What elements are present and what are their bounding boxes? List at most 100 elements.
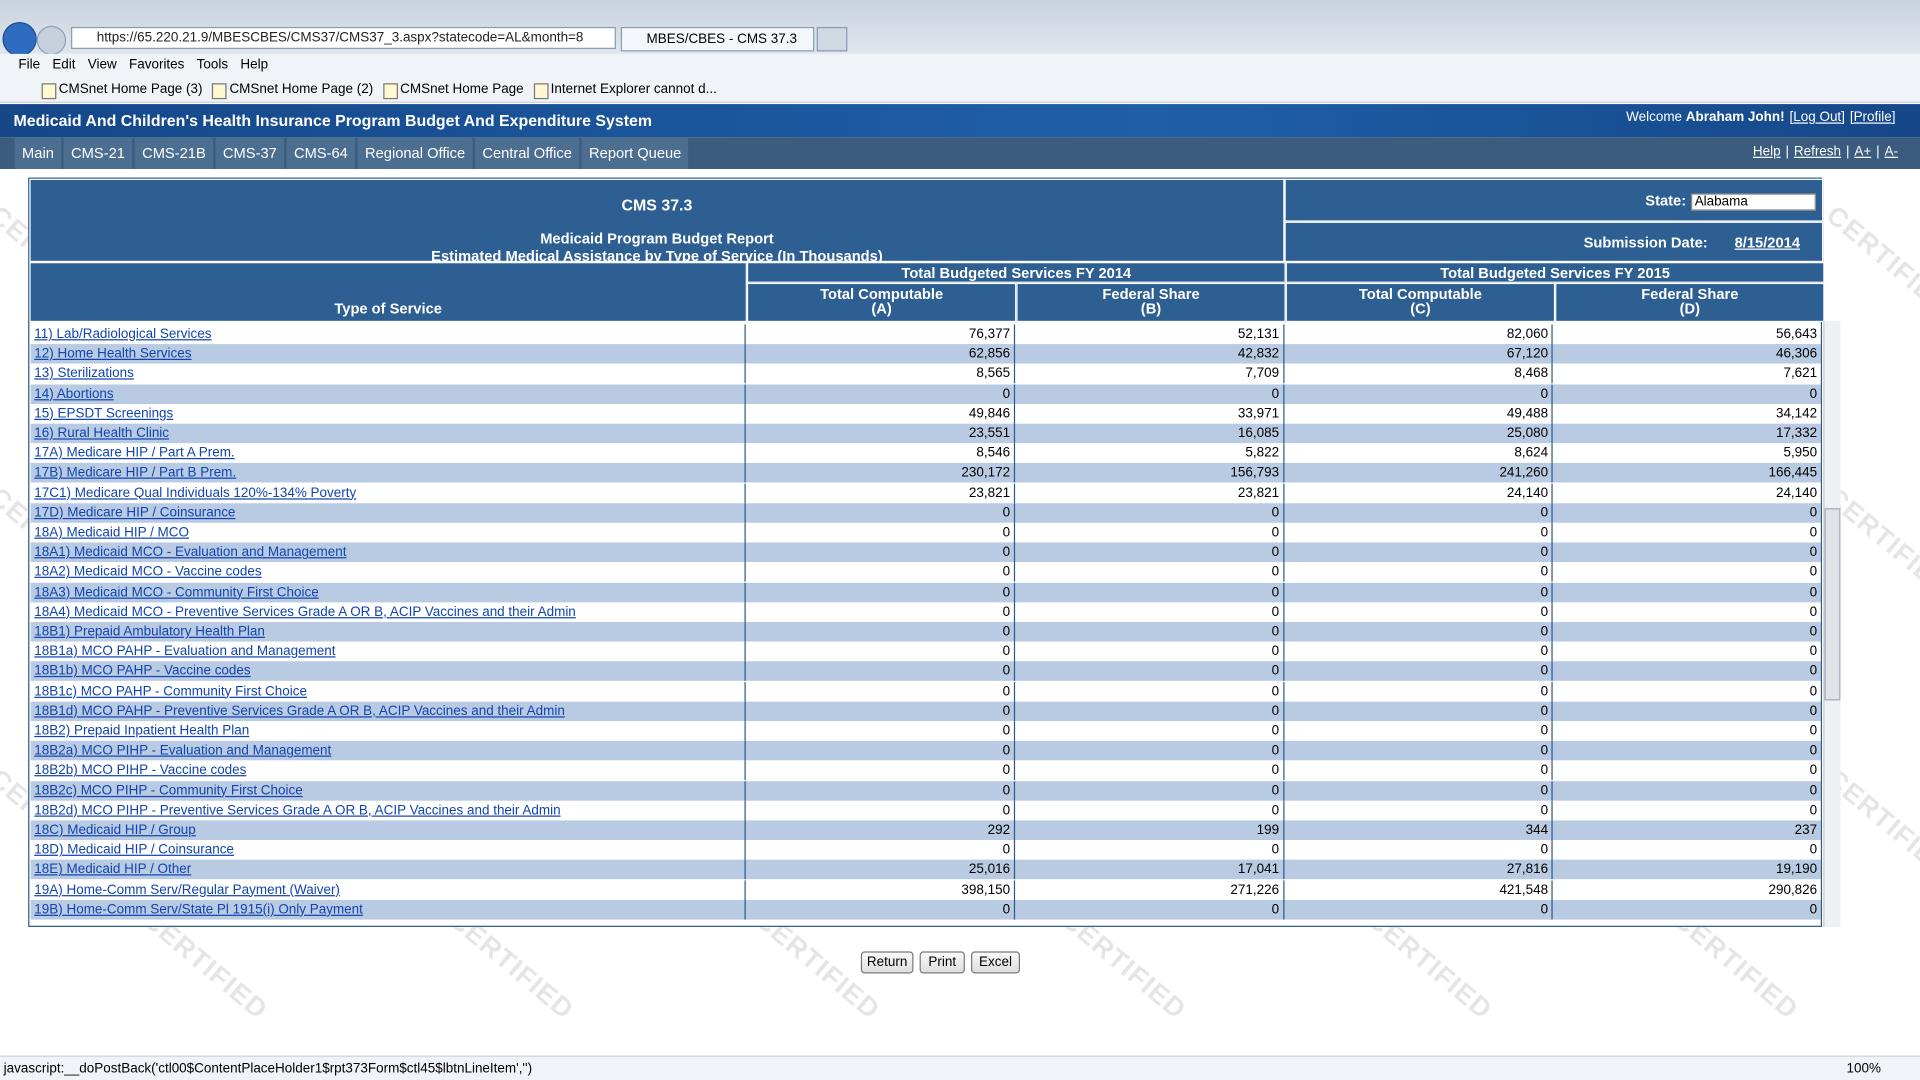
value-cell: 24,140 — [1553, 483, 1821, 503]
value-cell: 0 — [1015, 563, 1284, 583]
nav-item[interactable]: CMS-21B — [135, 137, 213, 169]
submission-date[interactable]: 8/15/2014 — [1735, 234, 1800, 251]
menu-item[interactable]: Edit — [52, 58, 75, 73]
row-label-cell: 13) Sterilizations — [31, 364, 746, 384]
value-cell: 49,846 — [746, 404, 1015, 424]
line-item-link[interactable]: 18A2) Medicaid MCO - Vaccine codes — [34, 565, 261, 580]
nav-item[interactable]: Main — [15, 137, 62, 169]
back-button[interactable] — [2, 22, 36, 56]
line-item-link[interactable]: 18C) Medicaid HIP / Group — [34, 823, 195, 838]
favorite-link[interactable]: Internet Explorer cannot d... — [533, 82, 716, 97]
line-item-link[interactable]: 18B2c) MCO PIHP - Community First Choice — [34, 783, 302, 798]
value-cell: 49,488 — [1284, 404, 1553, 424]
menu-item[interactable]: Help — [240, 58, 268, 73]
line-item-link[interactable]: 18E) Medicaid HIP / Other — [34, 863, 191, 878]
line-item-link[interactable]: 18D) Medicaid HIP / Coinsurance — [34, 843, 234, 858]
line-item-link[interactable]: 18B2) Prepaid Inpatient Health Plan — [34, 724, 249, 739]
line-item-link[interactable]: 18A1) Medicaid MCO - Evaluation and Mana… — [34, 545, 346, 560]
table-row: 11) Lab/Radiological Services76,37752,13… — [31, 324, 1821, 344]
line-item-link[interactable]: 18B1b) MCO PAHP - Vaccine codes — [34, 664, 250, 679]
nav-item[interactable]: CMS-64 — [287, 137, 356, 169]
address-bar[interactable]: https://65.220.21.9/MBESCBES/CMS37/CMS37… — [71, 27, 616, 49]
value-cell: 5,950 — [1553, 443, 1821, 463]
line-item-link[interactable]: 14) Abortions — [34, 386, 113, 401]
line-item-link[interactable]: 12) Home Health Services — [34, 347, 191, 362]
line-item-link[interactable]: 19A) Home-Comm Serv/Regular Payment (Wai… — [34, 882, 340, 897]
line-item-link[interactable]: 18A3) Medicaid MCO - Community First Cho… — [34, 585, 318, 600]
table-row: 18B2c) MCO PIHP - Community First Choice… — [31, 781, 1821, 801]
value-cell: 0 — [746, 741, 1015, 761]
line-item-link[interactable]: 18A) Medicaid HIP / MCO — [34, 525, 189, 540]
report-header: CMS 37.3Medicaid Program Budget ReportEs… — [29, 179, 1284, 262]
value-cell: 0 — [1553, 761, 1821, 781]
favorite-link[interactable]: CMSnet Home Page — [383, 82, 524, 97]
tool-link[interactable]: A- — [1876, 144, 1898, 159]
line-item-link[interactable]: 17C1) Medicare Qual Individuals 120%-134… — [34, 486, 356, 501]
value-cell: 237 — [1553, 820, 1821, 840]
header-link[interactable]: Log Out — [1785, 110, 1845, 125]
line-item-link[interactable]: 18B1d) MCO PAHP - Preventive Services Gr… — [34, 704, 565, 719]
line-item-link[interactable]: 18B1a) MCO PAHP - Evaluation and Managem… — [34, 644, 335, 659]
nav-item[interactable]: Regional Office — [358, 137, 473, 169]
header-link[interactable]: Profile — [1845, 110, 1896, 125]
column-header: Federal Share(D) — [1555, 283, 1824, 322]
tool-link[interactable]: Refresh — [1785, 144, 1841, 159]
favorite-link[interactable]: CMSnet Home Page (2) — [212, 82, 373, 97]
value-cell: 0 — [1284, 701, 1553, 721]
menu-item[interactable]: View — [88, 58, 117, 73]
value-cell: 0 — [746, 563, 1015, 583]
line-item-link[interactable]: 18A4) Medicaid MCO - Preventive Services… — [34, 605, 576, 620]
value-cell: 0 — [1284, 761, 1553, 781]
table-row: 17C1) Medicare Qual Individuals 120%-134… — [31, 483, 1821, 503]
value-cell: 271,226 — [1015, 880, 1284, 900]
value-cell: 0 — [1015, 582, 1284, 602]
nav-tools: Help Refresh A+ A- — [1748, 144, 1898, 159]
menu-item[interactable]: Favorites — [129, 58, 184, 73]
nav-item[interactable]: Report Queue — [582, 137, 689, 169]
line-item-link[interactable]: 17A) Medicare HIP / Part A Prem. — [34, 446, 234, 461]
line-item-link[interactable]: 18B1c) MCO PAHP - Community First Choice — [34, 684, 307, 699]
line-item-link[interactable]: 17B) Medicare HIP / Part B Prem. — [34, 466, 236, 481]
line-item-link[interactable]: 15) EPSDT Screenings — [34, 406, 173, 421]
line-item-link[interactable]: 13) Sterilizations — [34, 367, 134, 382]
value-cell: 0 — [1553, 543, 1821, 563]
value-cell: 17,041 — [1015, 860, 1284, 880]
state-label: State: — [1645, 192, 1686, 209]
table-row: 19A) Home-Comm Serv/Regular Payment (Wai… — [31, 880, 1821, 900]
tool-link[interactable]: Help — [1753, 144, 1781, 159]
value-cell: 67,120 — [1284, 344, 1553, 364]
menu-item[interactable]: Tools — [197, 58, 228, 73]
line-item-link[interactable]: 17D) Medicare HIP / Coinsurance — [34, 505, 235, 520]
line-item-link[interactable]: 16) Rural Health Clinic — [34, 426, 169, 441]
nav-item[interactable]: CMS-21 — [64, 137, 133, 169]
value-cell: 0 — [1553, 602, 1821, 622]
menu-item[interactable]: File — [18, 58, 40, 73]
new-tab[interactable] — [817, 27, 848, 51]
scroll-thumb[interactable] — [1824, 508, 1840, 700]
row-label-cell: 17B) Medicare HIP / Part B Prem. — [31, 463, 746, 483]
action-button[interactable]: Excel — [971, 951, 1020, 973]
line-item-link[interactable]: 18B2b) MCO PIHP - Vaccine codes — [34, 763, 246, 778]
value-cell: 156,793 — [1015, 463, 1284, 483]
line-item-link[interactable]: 18B2a) MCO PIHP - Evaluation and Managem… — [34, 743, 331, 758]
line-item-link[interactable]: 18B1) Prepaid Ambulatory Health Plan — [34, 624, 265, 639]
line-item-link[interactable]: 18B2d) MCO PIHP - Preventive Services Gr… — [34, 803, 560, 818]
nav-item[interactable]: Central Office — [475, 137, 579, 169]
zoom[interactable]: 100% — [1847, 1062, 1881, 1077]
browser-tab[interactable]: MBES/CBES - CMS 37.3 — [621, 27, 814, 51]
value-cell: 0 — [746, 503, 1015, 523]
row-label-cell: 18D) Medicaid HIP / Coinsurance — [31, 840, 746, 860]
line-item-link[interactable]: 11) Lab/Radiological Services — [34, 327, 211, 342]
state-select[interactable]: Alabama — [1691, 193, 1816, 210]
nav-item[interactable]: CMS-37 — [216, 137, 285, 169]
action-button[interactable]: Return — [861, 951, 914, 973]
row-label-cell: 18A) Medicaid HIP / MCO — [31, 523, 746, 543]
action-button[interactable]: Print — [920, 951, 965, 973]
line-item-link[interactable]: 19B) Home-Comm Serv/State Pl 1915(i) Onl… — [34, 902, 363, 917]
forward-button[interactable] — [37, 26, 66, 55]
table-row: 17D) Medicare HIP / Coinsurance0000 — [31, 503, 1821, 523]
favorite-link[interactable]: CMSnet Home Page (3) — [42, 82, 203, 97]
value-cell: 0 — [746, 900, 1015, 920]
status-text: javascript:__doPostBack('ctl00$ContentPl… — [4, 1062, 532, 1077]
tool-link[interactable]: A+ — [1846, 144, 1871, 159]
